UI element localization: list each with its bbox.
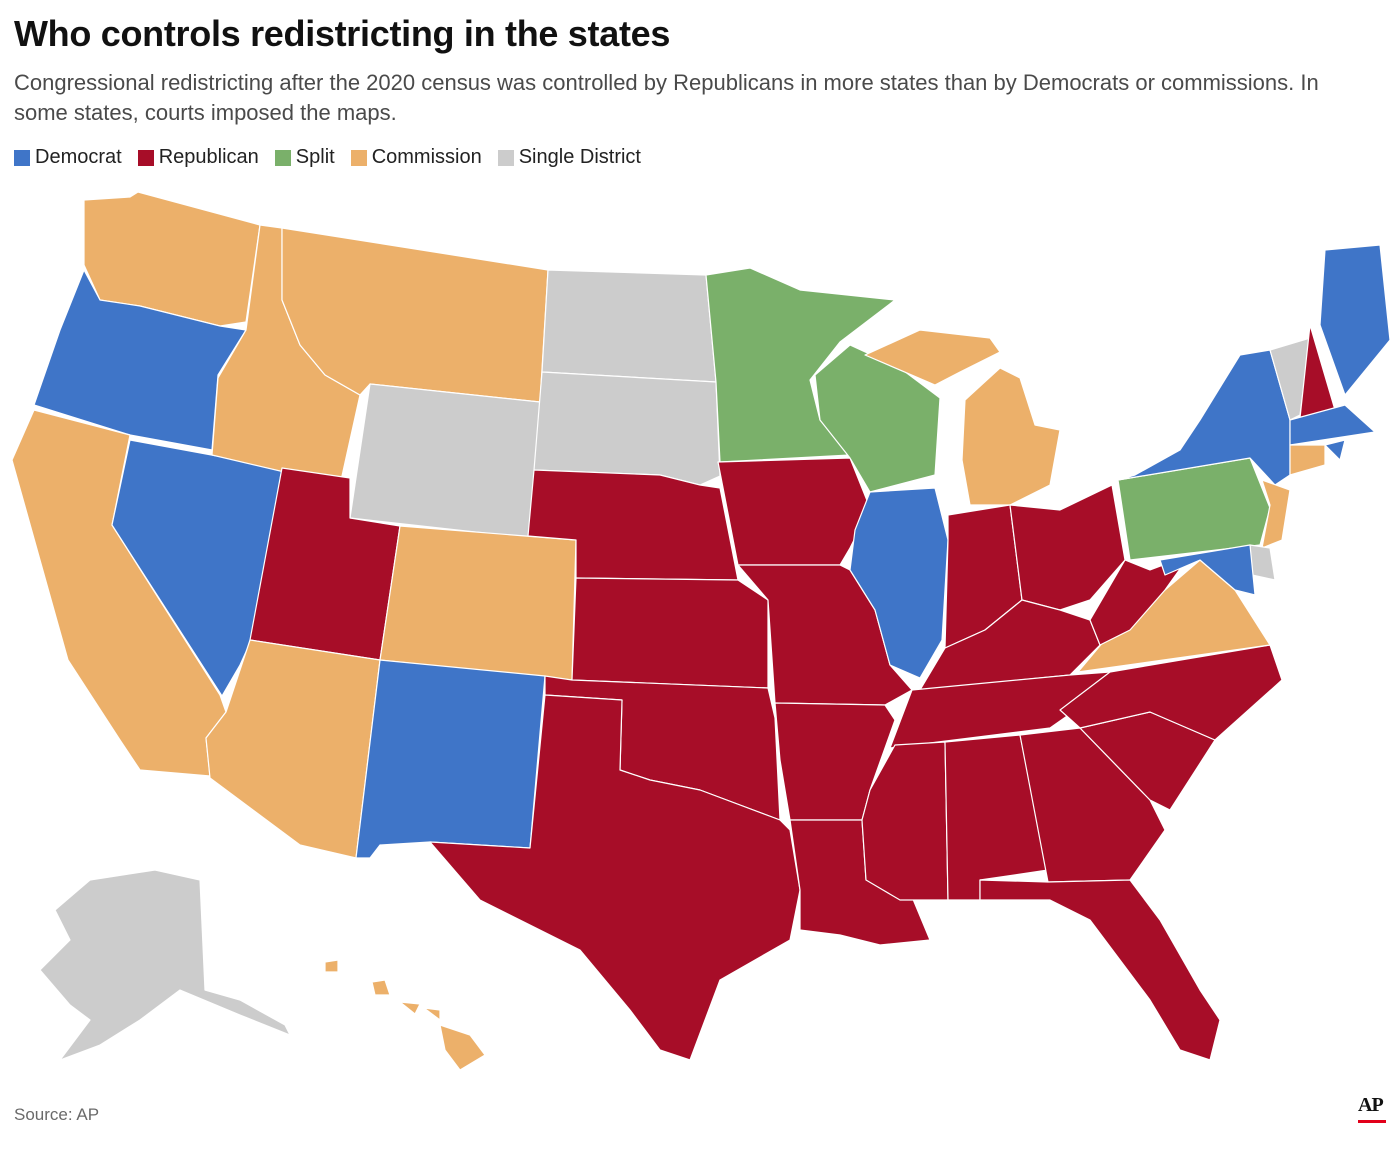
legend-label-single-district: Single District [518,146,641,168]
state-kansas[interactable] [571,577,769,689]
legend-label-democrat: Democrat [35,146,122,168]
state-massachusetts[interactable] [1289,404,1376,446]
state-minnesota[interactable] [705,267,896,463]
state-texas[interactable] [429,694,801,1061]
ap-logo: AP [1358,1094,1384,1116]
us-map [11,191,1391,1071]
state-colorado[interactable] [379,525,577,681]
state-washington[interactable] [83,191,261,327]
source-note: Source: AP [14,1105,100,1124]
state-maine[interactable] [1319,244,1391,396]
legend-swatch-split [274,149,291,166]
state-michigan-upper[interactable] [864,329,1001,386]
state-wyoming[interactable] [349,383,541,539]
state-iowa[interactable] [717,457,871,566]
legend-swatch-democrat [14,149,30,166]
state-north-carolina[interactable] [1059,644,1283,741]
legend-swatch-commission [350,149,367,166]
state-wisconsin[interactable] [814,344,941,493]
legend-label-commission: Commission [371,146,482,168]
legend-item-commission: Commission [350,146,482,169]
legend-swatch-republican [137,149,154,166]
state-north-dakota[interactable] [541,269,717,383]
state-hawaii[interactable] [439,1024,486,1071]
legend-item-split: Split [274,146,335,169]
state-oregon[interactable] [33,269,247,451]
legend-item-democrat: Democrat [14,146,122,169]
legend-label-split: Split [295,146,335,168]
state-rhode-island[interactable] [1324,439,1346,461]
state-connecticut[interactable] [1289,444,1326,476]
legend-item-single-district: Single District [497,146,641,169]
state-hawaii-islands[interactable] [324,959,441,1021]
chart-subtitle: Congressional redistricting after the 20… [14,70,1319,125]
state-new-mexico[interactable] [355,659,546,859]
state-michigan-lower[interactable] [961,367,1061,506]
state-delaware[interactable] [1249,544,1276,581]
state-west-virginia[interactable] [1089,554,1191,646]
state-maryland[interactable] [1159,544,1256,596]
legend-label-republican: Republican [158,146,259,168]
state-florida[interactable] [979,879,1221,1061]
chart-title: Who controls redistricting in the states [14,13,671,54]
state-south-dakota[interactable] [533,371,721,486]
state-new-jersey[interactable] [1261,479,1291,549]
state-new-york[interactable] [1117,349,1291,486]
state-illinois[interactable] [849,487,949,679]
legend-swatch-single-district [497,149,514,166]
legend: Democrat Republican Split Commission Sin… [14,146,657,169]
legend-item-republican: Republican [137,146,259,169]
state-alaska[interactable] [39,869,291,1061]
ap-logo-underline [1358,1120,1386,1123]
